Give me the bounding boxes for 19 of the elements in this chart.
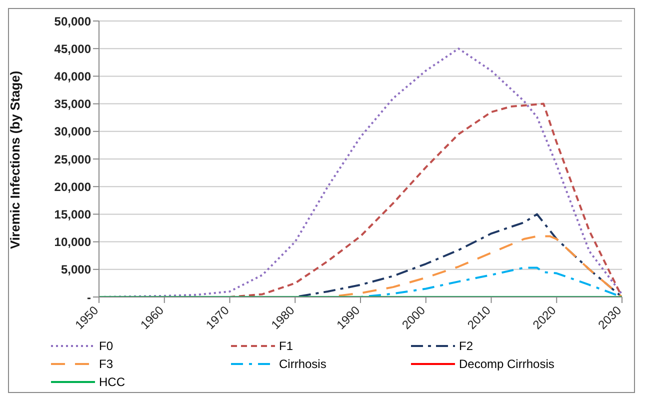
legend-label: HCC bbox=[99, 375, 125, 389]
legend-label: F2 bbox=[459, 339, 474, 353]
legend-label: Decomp Cirrhosis bbox=[459, 357, 554, 371]
legend-label: F3 bbox=[99, 357, 114, 371]
y-tick-label: 50,000 bbox=[54, 14, 92, 28]
legend-label: Cirrhosis bbox=[279, 357, 326, 371]
y-tick-label: 25,000 bbox=[54, 152, 92, 166]
y-tick-label: 10,000 bbox=[54, 235, 92, 250]
y-tick-label: 30,000 bbox=[54, 124, 92, 139]
y-tick-label: 45,000 bbox=[54, 42, 92, 56]
y-tick-label: 20,000 bbox=[54, 180, 92, 194]
y-axis-title: Viremic Infections (by Stage) bbox=[8, 70, 23, 249]
legend-label: F0 bbox=[99, 339, 114, 353]
y-tick-label: 40,000 bbox=[54, 69, 92, 84]
legend-label: F1 bbox=[279, 339, 294, 353]
y-tick-label: - bbox=[87, 290, 91, 304]
y-tick-label: 5,000 bbox=[60, 262, 92, 277]
y-tick-label: 35,000 bbox=[54, 97, 92, 112]
y-tick-label: 15,000 bbox=[54, 207, 92, 222]
